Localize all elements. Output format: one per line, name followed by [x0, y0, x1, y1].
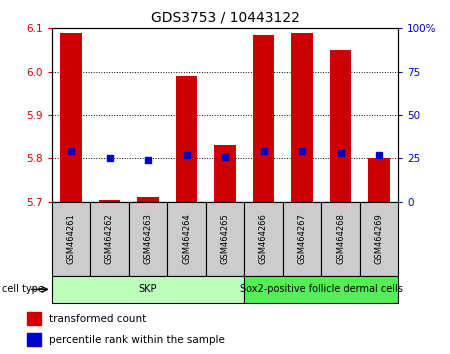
Bar — [90, 202, 129, 276]
Bar — [52, 276, 244, 303]
Text: GSM464262: GSM464262 — [105, 213, 114, 264]
Text: GSM464268: GSM464268 — [336, 213, 345, 264]
Bar — [99, 200, 120, 202]
Text: GSM464266: GSM464266 — [259, 213, 268, 264]
Bar — [330, 50, 351, 202]
Text: cell type: cell type — [2, 284, 44, 295]
Text: GSM464261: GSM464261 — [67, 213, 76, 264]
Bar — [129, 202, 167, 276]
Bar — [244, 276, 398, 303]
Text: percentile rank within the sample: percentile rank within the sample — [49, 335, 225, 345]
Text: GSM464265: GSM464265 — [220, 213, 230, 264]
Text: GSM464269: GSM464269 — [374, 213, 383, 264]
Bar — [52, 202, 90, 276]
Bar — [214, 145, 236, 202]
Bar — [292, 33, 313, 202]
Bar — [137, 198, 158, 202]
Text: SKP: SKP — [139, 284, 157, 295]
Bar — [167, 202, 206, 276]
Bar — [369, 159, 390, 202]
Text: GSM464267: GSM464267 — [297, 213, 306, 264]
Bar — [206, 202, 244, 276]
Bar — [244, 202, 283, 276]
Title: GDS3753 / 10443122: GDS3753 / 10443122 — [151, 10, 299, 24]
Bar — [253, 35, 274, 202]
Text: transformed count: transformed count — [49, 314, 146, 324]
Bar — [360, 202, 398, 276]
Text: Sox2-positive follicle dermal cells: Sox2-positive follicle dermal cells — [240, 284, 403, 295]
Bar — [60, 33, 81, 202]
Bar — [27, 312, 40, 325]
Bar — [283, 202, 321, 276]
Bar — [176, 76, 197, 202]
Bar — [321, 202, 360, 276]
Text: GSM464264: GSM464264 — [182, 213, 191, 264]
Bar — [27, 333, 40, 346]
Text: GSM464263: GSM464263 — [144, 213, 153, 264]
